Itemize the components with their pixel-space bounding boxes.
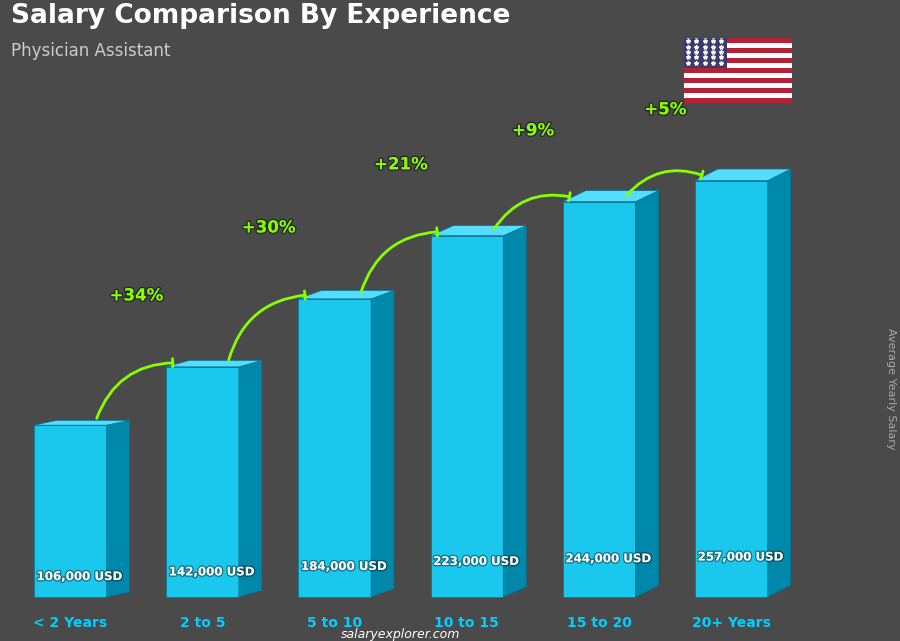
- Text: +5%: +5%: [644, 100, 686, 118]
- Text: 142,000 USD: 142,000 USD: [169, 565, 255, 578]
- Polygon shape: [635, 190, 659, 597]
- Polygon shape: [371, 290, 394, 597]
- Polygon shape: [238, 360, 262, 597]
- Text: +34%: +34%: [110, 287, 163, 304]
- Bar: [684, 63, 792, 68]
- Bar: [684, 83, 792, 88]
- Bar: [684, 93, 792, 97]
- Polygon shape: [106, 420, 130, 597]
- Text: 244,000 USD: 244,000 USD: [565, 552, 651, 565]
- Bar: [684, 38, 792, 44]
- Text: +9%: +9%: [512, 121, 554, 139]
- Text: 106,000 USD: 106,000 USD: [37, 570, 122, 583]
- Text: 184,000 USD: 184,000 USD: [301, 560, 387, 573]
- Polygon shape: [166, 360, 262, 367]
- Text: Physician Assistant: Physician Assistant: [11, 42, 170, 60]
- Text: 2 to 5: 2 to 5: [180, 615, 225, 629]
- Text: +30%: +30%: [242, 219, 295, 237]
- Polygon shape: [34, 425, 106, 597]
- Bar: [684, 44, 792, 48]
- Polygon shape: [430, 226, 526, 236]
- Text: 257,000 USD: 257,000 USD: [698, 551, 783, 563]
- Polygon shape: [166, 367, 238, 597]
- Polygon shape: [562, 190, 659, 202]
- Text: 20+ Years: 20+ Years: [692, 615, 770, 629]
- Polygon shape: [298, 290, 394, 299]
- Polygon shape: [695, 181, 768, 597]
- Polygon shape: [695, 169, 790, 181]
- Polygon shape: [562, 202, 635, 597]
- Text: Average Yearly Salary: Average Yearly Salary: [886, 328, 896, 449]
- Polygon shape: [298, 299, 371, 597]
- Text: +21%: +21%: [374, 155, 428, 173]
- Bar: [684, 48, 792, 53]
- Bar: [684, 53, 792, 58]
- Polygon shape: [768, 169, 790, 597]
- Bar: [684, 73, 792, 78]
- Bar: [684, 38, 727, 68]
- Text: 5 to 10: 5 to 10: [307, 615, 363, 629]
- Text: 15 to 20: 15 to 20: [567, 615, 632, 629]
- Text: 10 to 15: 10 to 15: [435, 615, 500, 629]
- Text: salaryexplorer.com: salaryexplorer.com: [341, 628, 461, 641]
- Polygon shape: [34, 420, 130, 425]
- Polygon shape: [430, 236, 503, 597]
- Text: 223,000 USD: 223,000 USD: [433, 555, 518, 568]
- Bar: [684, 78, 792, 83]
- Bar: [684, 68, 792, 73]
- Bar: [684, 97, 792, 103]
- Bar: [684, 88, 792, 93]
- Text: Salary Comparison By Experience: Salary Comparison By Experience: [11, 3, 510, 29]
- Polygon shape: [503, 226, 526, 597]
- Text: < 2 Years: < 2 Years: [33, 615, 107, 629]
- Bar: [684, 58, 792, 63]
